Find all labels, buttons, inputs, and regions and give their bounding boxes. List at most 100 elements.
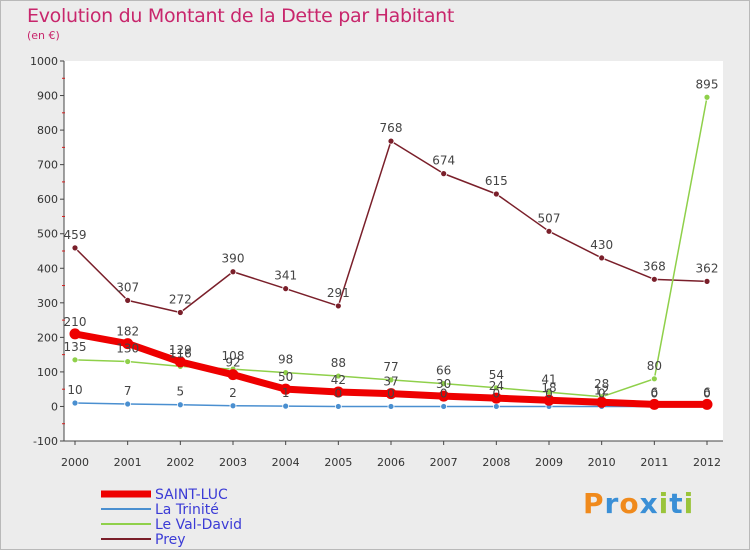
- data-label-le-val-david: 895: [696, 77, 719, 91]
- data-point-saint-luc: [332, 386, 344, 398]
- y-tick-label: 1000: [30, 55, 58, 68]
- data-label-le-val-david: 77: [383, 360, 398, 374]
- data-label-prey: 362: [696, 261, 719, 275]
- data-point-prey: [598, 254, 606, 262]
- data-point-la-trinit-: [176, 401, 184, 409]
- legend-label-le-val-david: Le Val-David: [155, 517, 242, 533]
- data-label-la-trinit-: 0: [335, 386, 343, 400]
- y-tick-label: 200: [37, 331, 58, 344]
- data-label-saint-luc: 37: [383, 375, 398, 389]
- logo-letter: x: [639, 487, 659, 520]
- y-tick-label: 900: [37, 90, 58, 103]
- data-point-saint-luc: [648, 398, 660, 410]
- data-label-prey: 615: [485, 174, 508, 188]
- data-point-la-trinit-: [71, 399, 79, 407]
- x-tick-label: 2004: [272, 456, 300, 469]
- y-tick-label: -100: [33, 435, 58, 448]
- data-point-prey: [229, 268, 237, 276]
- data-label-le-val-david: 108: [222, 349, 245, 363]
- x-tick-label: 2002: [166, 456, 194, 469]
- data-label-saint-luc: 182: [116, 325, 139, 339]
- legend-label-la-trinit-: La Trinité: [155, 502, 219, 518]
- data-label-prey: 291: [327, 286, 350, 300]
- y-tick-label: 400: [37, 262, 58, 275]
- legend-label-prey: Prey: [155, 532, 186, 548]
- data-label-le-val-david: 41: [541, 372, 556, 386]
- data-point-prey: [387, 137, 395, 145]
- data-label-saint-luc: 12: [594, 383, 609, 397]
- data-point-le-val-david: [440, 380, 448, 388]
- data-point-saint-luc: [596, 396, 608, 408]
- data-point-prey: [282, 285, 290, 293]
- x-tick-label: 2011: [640, 456, 668, 469]
- data-point-le-val-david: [492, 384, 500, 392]
- data-point-prey: [545, 227, 553, 235]
- data-label-le-val-david: 130: [116, 342, 139, 356]
- data-label-saint-luc: 50: [278, 370, 293, 384]
- data-label-la-trinit-: 1: [282, 386, 290, 400]
- data-label-prey: 507: [538, 211, 561, 225]
- logo-letter: P: [583, 487, 605, 520]
- data-label-la-trinit-: 0: [387, 386, 395, 400]
- data-label-prey: 272: [169, 292, 192, 306]
- data-point-le-val-david: [334, 372, 342, 380]
- data-point-le-val-david: [703, 93, 711, 101]
- logo-letter: t: [669, 487, 684, 520]
- proxiti-logo: Proxiti: [583, 487, 694, 520]
- x-tick-label: 2009: [535, 456, 563, 469]
- data-point-prey: [176, 309, 184, 316]
- data-point-la-trinit-: [492, 403, 500, 410]
- x-tick-label: 2001: [114, 456, 142, 469]
- data-point-saint-luc: [543, 394, 555, 406]
- data-label-saint-luc: 18: [541, 381, 556, 395]
- y-tick-label: 600: [37, 193, 58, 206]
- data-point-la-trinit-: [229, 402, 237, 410]
- data-point-le-val-david: [124, 358, 132, 365]
- data-point-le-val-david: [282, 369, 290, 377]
- x-tick-label: 2006: [377, 456, 405, 469]
- logo-letter: i: [683, 487, 695, 520]
- data-point-prey: [440, 170, 448, 178]
- data-label-la-trinit-: 0: [598, 386, 606, 400]
- data-point-prey: [71, 244, 79, 252]
- data-label-prey: 307: [116, 280, 139, 294]
- data-label-le-val-david: 28: [594, 377, 609, 391]
- data-point-le-val-david: [71, 356, 79, 364]
- data-label-la-trinit-: 0: [703, 386, 711, 400]
- data-point-le-val-david: [387, 376, 395, 384]
- data-point-le-val-david: [650, 375, 658, 383]
- data-point-saint-luc: [69, 328, 81, 340]
- data-label-saint-luc: 6: [703, 385, 711, 399]
- y-tick-label: 800: [37, 124, 58, 137]
- data-point-saint-luc: [438, 390, 450, 402]
- data-label-la-trinit-: 10: [67, 383, 82, 397]
- data-label-la-trinit-: 5: [177, 385, 185, 399]
- data-label-prey: 430: [590, 238, 613, 252]
- x-tick-label: 2000: [61, 456, 89, 469]
- data-point-la-trinit-: [440, 403, 448, 410]
- chart-subtitle: (en €): [27, 29, 60, 42]
- y-tick-label: 700: [37, 159, 58, 172]
- data-label-la-trinit-: 0: [440, 386, 448, 400]
- x-tick-label: 2012: [693, 456, 721, 469]
- data-point-prey: [703, 277, 711, 285]
- legend-label-saint-luc: SAINT-LUC: [155, 487, 228, 503]
- data-label-le-val-david: 135: [64, 340, 87, 354]
- data-label-le-val-david: 66: [436, 364, 451, 378]
- data-point-saint-luc: [227, 369, 239, 381]
- data-point-saint-luc: [701, 398, 713, 410]
- x-tick-label: 2008: [482, 456, 510, 469]
- data-label-prey: 459: [64, 228, 87, 242]
- logo-letter: o: [619, 487, 640, 520]
- data-label-saint-luc: 42: [331, 373, 346, 387]
- data-point-saint-luc: [122, 338, 134, 350]
- data-label-la-trinit-: 2: [229, 386, 237, 400]
- data-label-le-val-david: 88: [331, 356, 346, 370]
- data-label-prey: 768: [380, 121, 403, 135]
- x-tick-label: 2007: [430, 456, 458, 469]
- data-point-prey: [334, 302, 342, 310]
- data-label-saint-luc: 210: [64, 315, 87, 329]
- data-point-prey: [492, 190, 500, 198]
- data-point-saint-luc: [174, 356, 186, 368]
